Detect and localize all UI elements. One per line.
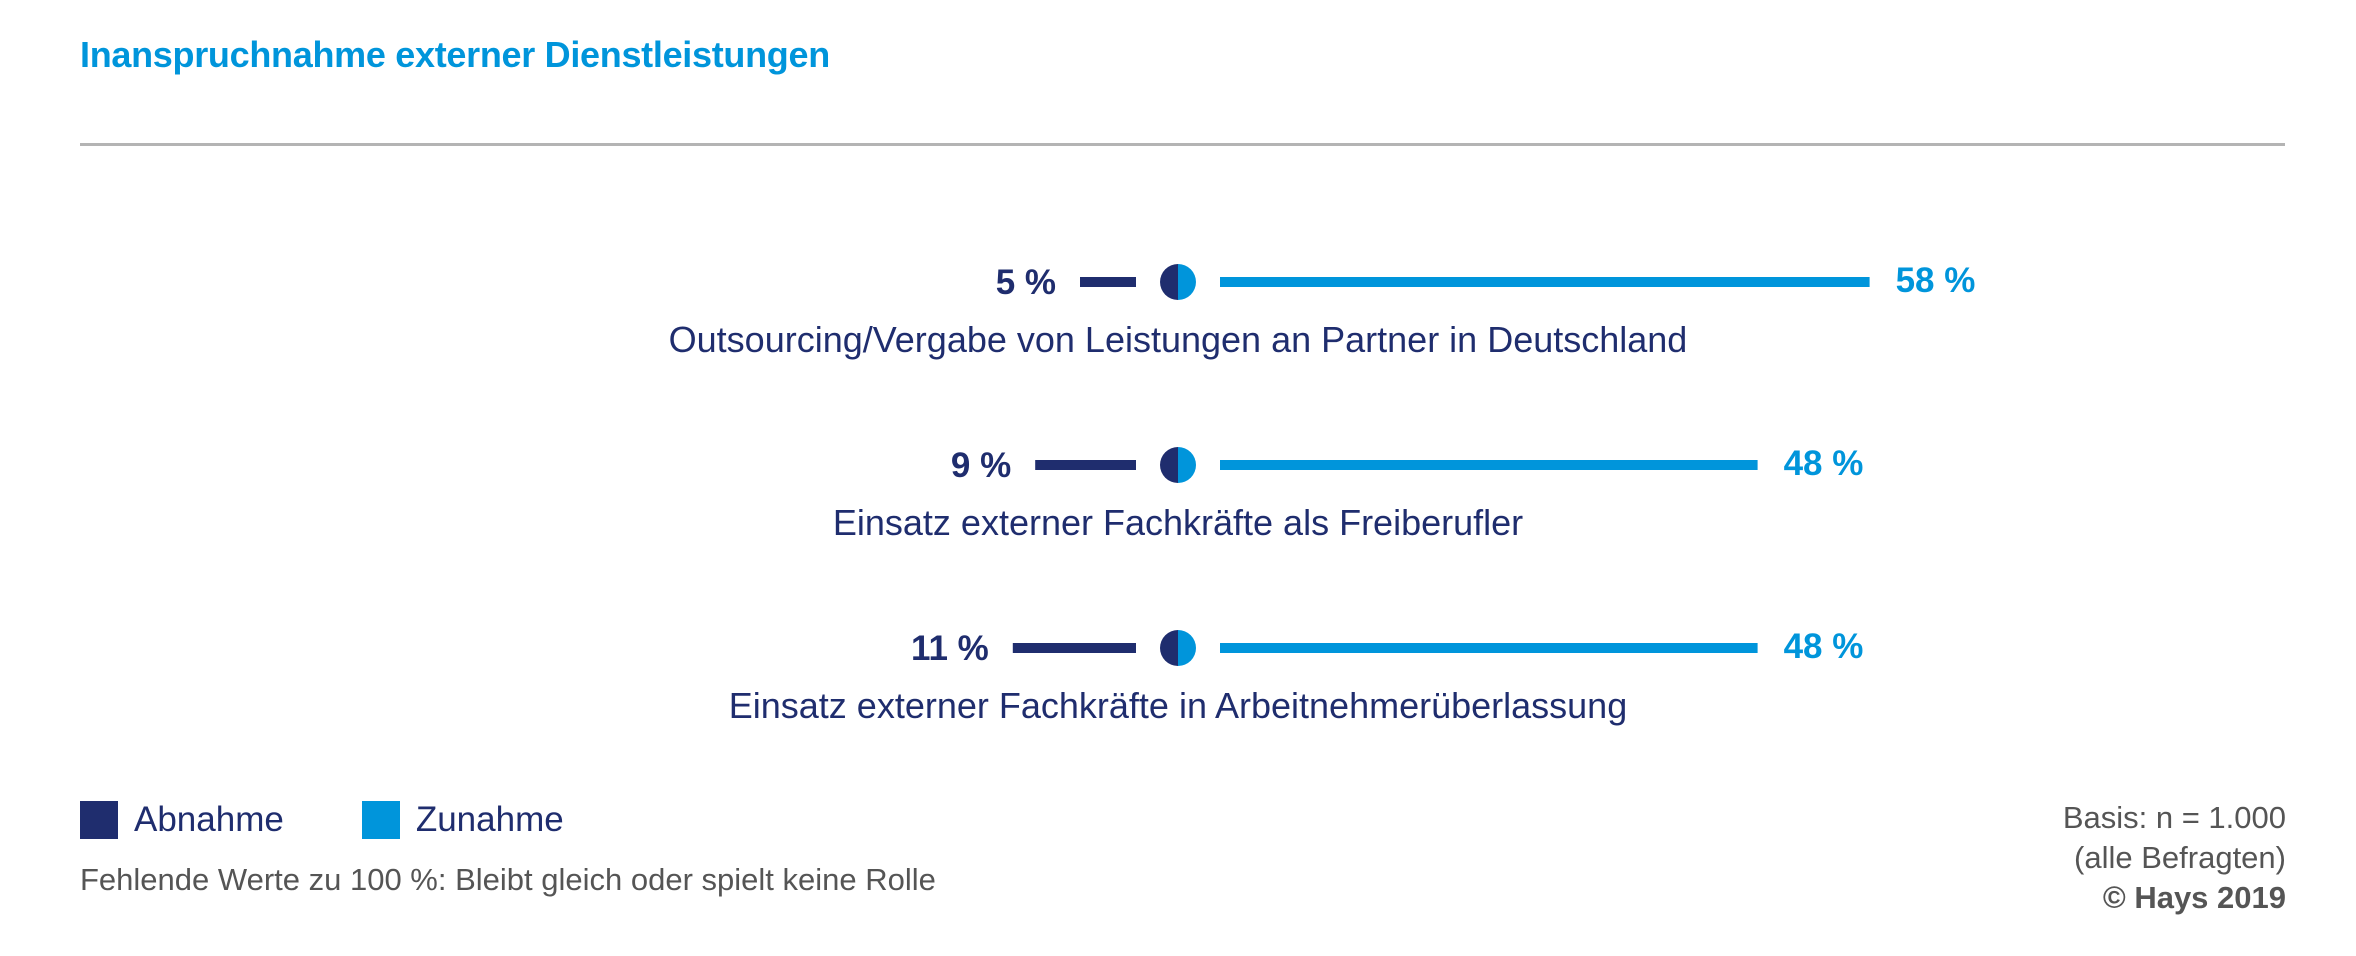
category-label-1: Outsourcing/Vergabe von Leistungen an Pa… bbox=[669, 319, 1688, 360]
source-respondents: (alle Befragten) bbox=[2074, 840, 2286, 875]
data-label-decrease-2: 9 % bbox=[951, 446, 1011, 485]
legend-swatch-decrease bbox=[80, 801, 118, 839]
center-dot-right-3 bbox=[1178, 630, 1196, 666]
legend-item-increase: Zunahme bbox=[361, 800, 564, 840]
legend-item-decrease: Abnahme bbox=[80, 800, 284, 840]
bar-decrease-1 bbox=[1080, 277, 1136, 287]
center-dot-right-1 bbox=[1178, 264, 1196, 300]
bar-decrease-2 bbox=[1035, 460, 1136, 470]
data-label-increase-3: 48 % bbox=[1784, 627, 1864, 666]
data-label-increase-2: 48 % bbox=[1784, 444, 1864, 483]
legend-swatch-increase bbox=[361, 801, 400, 839]
center-dot-left-3 bbox=[1160, 630, 1178, 666]
bar-increase-3 bbox=[1220, 643, 1758, 653]
category-label-3: Einsatz externer Fachkräfte in Arbeitneh… bbox=[729, 685, 1627, 726]
data-label-decrease-1: 5 % bbox=[996, 263, 1056, 302]
bar-decrease-3 bbox=[1012, 643, 1136, 653]
legend: Abnahme Zunahme bbox=[80, 800, 642, 840]
legend-label-decrease: Abnahme bbox=[134, 800, 284, 839]
center-dot-left-2 bbox=[1160, 447, 1178, 483]
diverging-bar-chart: 5 % 58 % Outsourcing/Vergabe von Leistunge… bbox=[669, 261, 1976, 726]
data-label-increase-1: 58 % bbox=[1896, 261, 1976, 300]
source-basis: Basis: n = 1.000 bbox=[2062, 800, 2286, 835]
bar-increase-2 bbox=[1220, 460, 1758, 470]
data-label-decrease-3: 11 % bbox=[911, 629, 989, 668]
missing-values-note: Fehlende Werte zu 100 %: Bleibt gleich o… bbox=[80, 862, 936, 897]
category-label-2: Einsatz externer Fachkräfte als Freiberu… bbox=[833, 502, 1523, 543]
center-dot-left-1 bbox=[1160, 264, 1178, 300]
bar-increase-1 bbox=[1220, 277, 1870, 287]
source-copyright: © Hays 2019 bbox=[2102, 880, 2286, 915]
center-dot-right-2 bbox=[1178, 447, 1196, 483]
chart-title: Inanspruchnahme externer Dienstleistunge… bbox=[80, 34, 830, 75]
legend-label-increase: Zunahme bbox=[415, 800, 564, 839]
title-divider bbox=[80, 143, 2285, 146]
source-block: Basis: n = 1.000 (alle Befragten) © Hays… bbox=[2063, 798, 2286, 918]
